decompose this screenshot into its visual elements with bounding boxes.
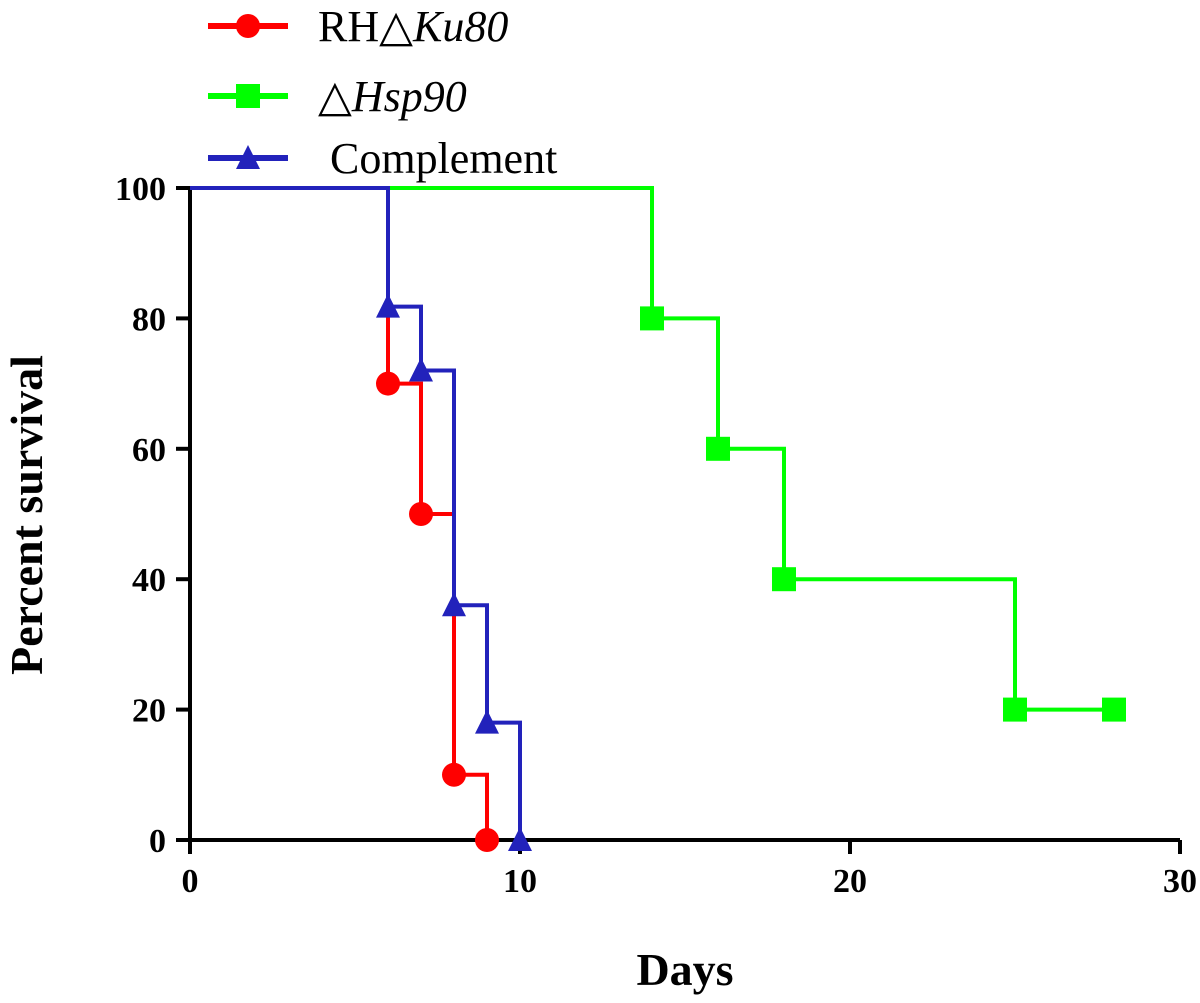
legend-label-italic: Ku80 [412,2,508,51]
data-point [475,709,499,734]
legend-marker [236,84,260,108]
x-tick-label: 20 [833,863,867,900]
y-tick-label: 80 [132,301,166,338]
y-tick-label: 100 [115,171,166,208]
series-2 [190,186,532,851]
legend-item-2: Complement [208,134,557,183]
legend-label-symbol: △ [379,2,413,51]
series-layer [190,186,1126,852]
x-tick-label: 0 [182,863,199,900]
data-point [1102,697,1126,722]
legend-label: RH△Ku80 [318,2,508,51]
legend-marker [236,14,260,38]
series-line [190,186,1114,712]
data-point [409,502,433,526]
data-point [442,762,466,787]
data-point [508,827,532,851]
y-tick-label: 20 [132,693,166,730]
x-tick-label: 10 [503,863,537,900]
legend-label: Complement [330,134,557,183]
series-1 [190,186,1126,722]
legend-label: △Hsp90 [318,72,467,121]
y-tick-label: 0 [149,823,166,860]
series-line [190,186,522,840]
legend-item-1: △Hsp90 [208,72,467,121]
data-point [376,293,400,318]
legend-label-prefix: RH [318,2,379,51]
data-point [475,828,499,852]
axes: 0 10 20 30 0 20 40 60 80 100 [115,171,1197,900]
data-point [772,567,796,592]
x-tick-label: 30 [1163,863,1197,900]
data-point [409,357,433,382]
legend-marker [236,145,260,169]
legend-label-text: Complement [330,134,557,183]
legend-label-symbol: △ [318,72,352,121]
y-axis-title: Percent survival [1,355,52,675]
data-point [640,306,664,331]
data-point [442,592,466,617]
y-tick-label: 40 [132,562,166,599]
y-tick-label: 60 [132,432,166,469]
legend-item-0: RH△Ku80 [208,2,508,51]
legend-label-italic: Hsp90 [351,72,467,121]
x-axis-title: Days [636,944,733,995]
data-point [1003,697,1027,722]
data-point [376,371,400,396]
data-point [706,436,730,461]
series-line [190,186,489,840]
